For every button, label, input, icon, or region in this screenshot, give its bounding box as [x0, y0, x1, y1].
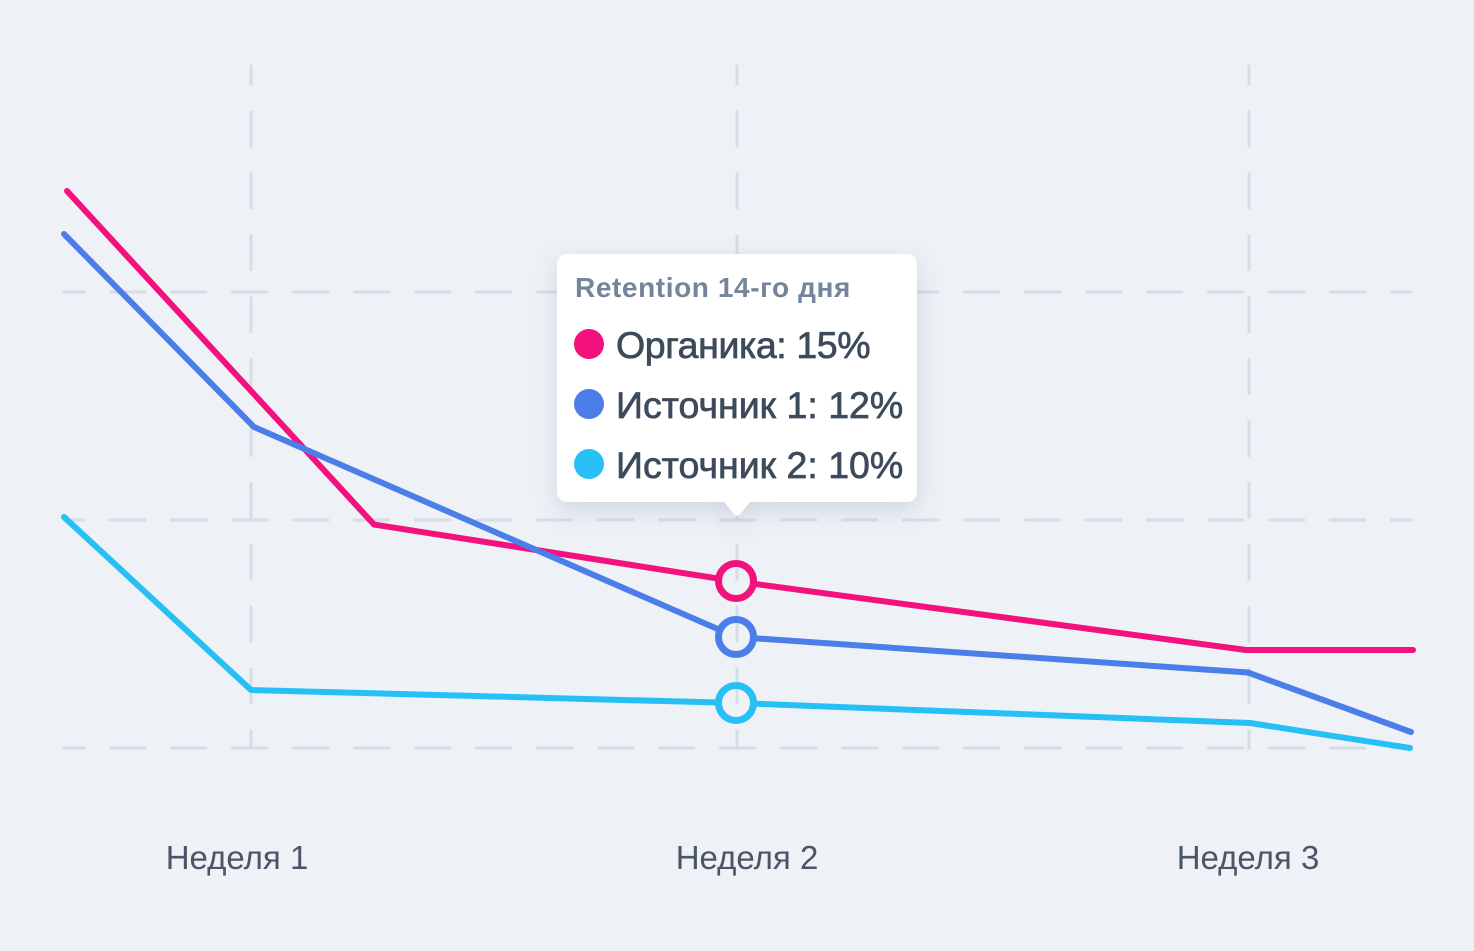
svg-text:Retention 14-го дня: Retention 14-го дня: [575, 272, 851, 303]
svg-text:Источник 1: 12%: Источник 1: 12%: [616, 384, 903, 426]
svg-text:Органика: 15%: Органика: 15%: [616, 324, 870, 366]
svg-text:Неделя 3: Неделя 3: [1177, 839, 1320, 876]
svg-text:Источник 2: 10%: Источник 2: 10%: [616, 444, 903, 486]
svg-text:Неделя 1: Неделя 1: [166, 839, 309, 876]
svg-text:Неделя 2: Неделя 2: [676, 839, 819, 876]
